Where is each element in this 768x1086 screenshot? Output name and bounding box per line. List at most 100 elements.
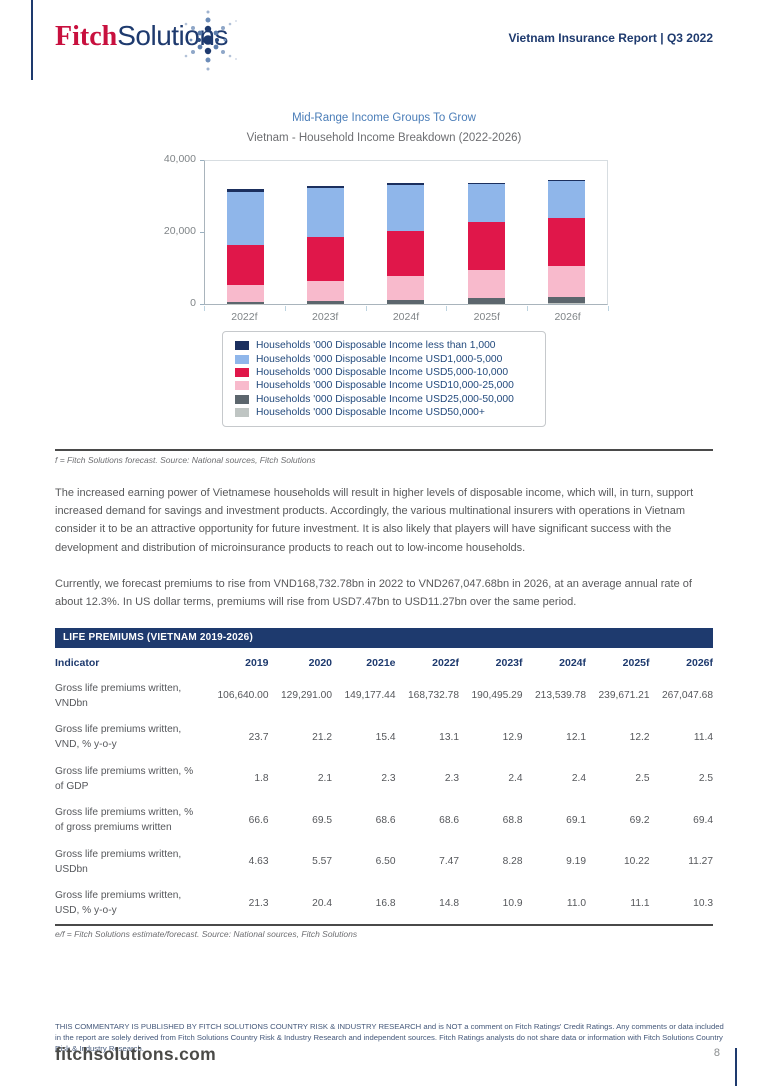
bar-segment [387, 275, 425, 301]
bar-segment [548, 180, 586, 182]
value-cell: 11.4 [693, 731, 713, 743]
value-cell: 13.1 [439, 731, 459, 743]
value-cell: 213,539.78 [535, 690, 586, 702]
page-number: 8 [713, 1047, 720, 1059]
y-axis-tick-label: 20,000 [163, 225, 196, 237]
bar-segment [467, 303, 505, 304]
stacked-bar-2023f [307, 185, 345, 304]
x-axis-label: 2022f [231, 311, 258, 323]
bar-segment [548, 217, 586, 266]
bar-segment [548, 296, 586, 304]
stacked-bar-2026f [548, 180, 586, 304]
bar-segment [387, 183, 425, 186]
bar-segment [387, 185, 425, 231]
value-cell: 69.5 [312, 814, 332, 826]
value-cell: 20.4 [312, 897, 332, 909]
value-cell: 21.3 [248, 897, 269, 909]
value-cell: 12.1 [566, 731, 586, 743]
table-row: Gross life premiums written, USD, % y-o-… [55, 883, 713, 925]
indicator-cell: Gross life premiums written, % of gross … [55, 807, 194, 834]
bar-segment [467, 298, 505, 304]
bar-segment [307, 300, 345, 304]
value-cell: 11.27 [688, 856, 713, 868]
value-cell: 6.50 [375, 856, 396, 868]
fitch-solutions-logo: FitchSolutions [55, 20, 228, 53]
value-cell: 267,047.68 [662, 690, 713, 702]
table-source-note: e/f = Fitch Solutions estimate/forecast.… [55, 929, 358, 939]
report-title: Vietnam Insurance Report | Q3 2022 [508, 31, 713, 45]
value-cell: 68.8 [502, 814, 523, 826]
value-cell: 16.8 [375, 897, 396, 909]
bar-segment [387, 300, 425, 304]
column-header-year: 2025f [622, 656, 650, 669]
bar-segment [548, 265, 586, 297]
value-cell: 2.1 [317, 773, 332, 785]
chart-source-note: f = Fitch Solutions forecast. Source: Na… [55, 455, 316, 465]
y-axis-tick-mark [200, 232, 204, 233]
table-body: Gross life premiums written, VNDbn 106,64… [55, 675, 713, 924]
value-cell: 11.1 [630, 897, 650, 909]
value-cell: 15.4 [375, 731, 396, 743]
bar-segment [226, 245, 264, 285]
value-cell: 69.1 [566, 814, 586, 826]
bar-segment [226, 191, 264, 246]
legend-label: Households '000 Disposable Income USD1,0… [256, 353, 503, 365]
logo-fitch-text: Fitch [55, 21, 118, 52]
column-header-year: 2023f [495, 656, 523, 669]
bar-segment [467, 221, 505, 271]
value-cell: 69.2 [629, 814, 650, 826]
value-cell: 168,732.78 [408, 690, 459, 702]
legend-label: Households '000 Disposable Income USD25,… [256, 393, 514, 405]
legend-item: Households '000 Disposable Income USD1,0… [235, 352, 537, 365]
table-title-bar: LIFE PREMIUMS (VIETNAM 2019-2026) [55, 628, 713, 648]
x-axis-label: 2025f [473, 311, 500, 323]
value-cell: 21.2 [312, 731, 332, 743]
bar-segment [226, 301, 264, 304]
value-cell: 66.6 [248, 814, 269, 826]
value-cell: 9.19 [566, 856, 586, 868]
top-left-rule [31, 0, 33, 80]
legend-item: Households '000 Disposable Income USD25,… [235, 393, 537, 406]
indicator-cell: Gross life premiums written, % of GDP [55, 765, 194, 792]
value-cell: 69.4 [693, 814, 713, 826]
value-cell: 2.3 [444, 773, 459, 785]
column-header-year: 2026f [686, 656, 713, 669]
bar-segment [307, 237, 345, 281]
bar-segment [226, 284, 264, 302]
stacked-bar-2022f [226, 189, 264, 304]
logo-starburst-icon [184, 10, 237, 71]
stacked-bar-chart-plot [204, 160, 608, 305]
value-cell: 12.9 [502, 731, 523, 743]
value-cell: 239,671.21 [598, 690, 650, 702]
value-cell: 10.9 [502, 897, 523, 909]
x-axis-labels: 2022f 2023f 2024f 2025f 2026f [204, 311, 608, 323]
indicator-cell: Gross life premiums written, USD, % y-o-… [55, 890, 182, 917]
value-cell: 11.0 [566, 897, 586, 909]
value-cell: 190,495.29 [471, 690, 523, 702]
website-link[interactable]: fitchsolutions.com [55, 1044, 216, 1064]
value-cell: 12.2 [629, 731, 650, 743]
bar-segment [548, 181, 586, 218]
value-cell: 2.5 [698, 773, 713, 785]
legend-item: Households '000 Disposable Income USD50,… [235, 406, 537, 419]
column-header-year: 2022f [432, 656, 459, 669]
legend-swatch-icon [235, 341, 249, 351]
value-cell: 106,640.00 [217, 690, 269, 702]
y-axis-tick-label: 0 [190, 297, 196, 309]
value-cell: 2.4 [508, 773, 523, 785]
value-cell: 5.57 [312, 856, 332, 868]
legend-swatch-icon [235, 354, 249, 364]
legend-swatch-icon [235, 367, 249, 377]
value-cell: 4.63 [248, 856, 269, 868]
y-axis-tick-mark [200, 160, 204, 161]
value-cell: 1.8 [254, 773, 269, 785]
bottom-right-rule [735, 1048, 737, 1086]
chart-legend: Households '000 Disposable Income less t… [222, 331, 546, 428]
column-header-indicator: Indicator [55, 656, 100, 669]
indicator-cell: Gross life premiums written, USDbn [55, 848, 182, 875]
value-cell: 68.6 [439, 814, 459, 826]
value-cell: 14.8 [439, 897, 459, 909]
chart-subtitle: Vietnam - Household Income Breakdown (20… [246, 132, 522, 144]
y-axis-tick-mark [200, 304, 204, 305]
